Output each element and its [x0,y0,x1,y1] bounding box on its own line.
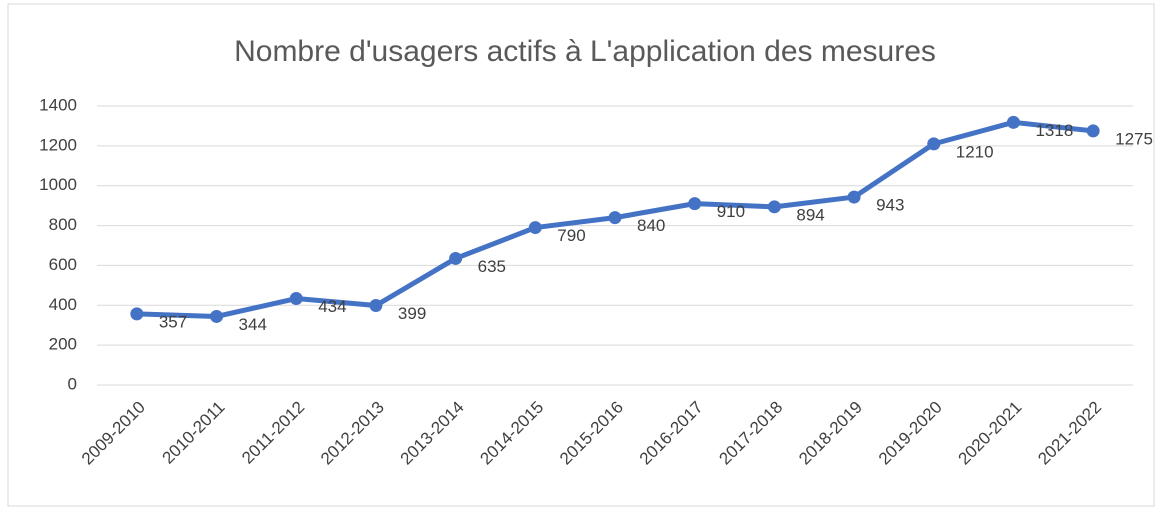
y-tick-label: 1000 [39,175,77,194]
data-label: 1210 [956,142,994,161]
data-label: 894 [796,205,824,224]
data-label: 399 [398,304,426,323]
y-tick-label: 0 [68,374,77,393]
data-point [688,197,702,211]
data-point [1086,124,1100,138]
data-label: 1275 [1115,129,1153,148]
y-tick-label: 600 [49,255,77,274]
data-point [210,309,224,323]
data-point [767,200,781,214]
chart-frame [7,3,1155,507]
data-point [369,298,383,312]
data-label: 1318 [1035,121,1073,140]
data-point [1006,115,1020,129]
data-label: 434 [318,297,346,316]
data-point [608,211,622,225]
chart-title: Nombre d'usagers actifs à L'application … [234,35,936,68]
data-point [528,221,542,235]
data-point [847,190,861,204]
data-point [449,251,463,265]
data-label: 357 [159,312,187,331]
y-tick-label: 400 [49,295,77,314]
data-label: 635 [478,257,506,276]
y-tick-label: 1200 [39,135,77,154]
data-point [927,137,941,151]
data-label: 344 [239,315,267,334]
y-tick-label: 200 [49,335,77,354]
data-label: 790 [557,226,585,245]
data-label: 840 [637,216,665,235]
data-label: 943 [876,196,904,215]
y-tick-label: 800 [49,215,77,234]
data-point [130,307,144,321]
data-point [289,292,303,306]
y-tick-label: 1400 [39,95,77,114]
data-label: 910 [717,202,745,221]
